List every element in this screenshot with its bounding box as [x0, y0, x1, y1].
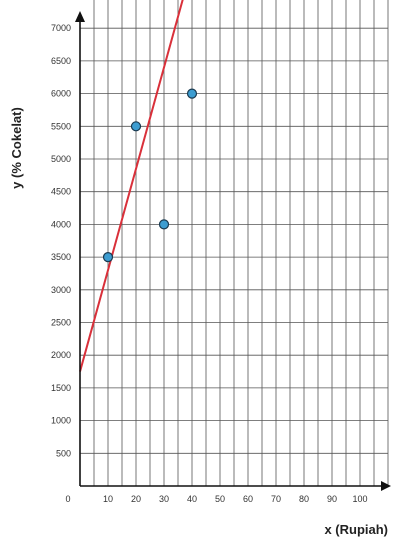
x-tick-label: 70 [271, 494, 281, 504]
y-tick-label: 2500 [51, 318, 71, 328]
y-tick-label: 1000 [51, 416, 71, 426]
data-point [102, 252, 114, 263]
x-tick-labels: 0 10 20 30 40 50 60 70 80 90 100 [65, 494, 367, 504]
y-tick-label: 3000 [51, 285, 71, 295]
y-tick-label: 7500 [51, 0, 71, 1]
axes [75, 11, 391, 491]
x-tick-label: 60 [243, 494, 253, 504]
x-tick-label: 0 [65, 494, 70, 504]
x-tick-label: 50 [215, 494, 225, 504]
y-tick-label: 3500 [51, 252, 71, 262]
data-points [102, 88, 198, 263]
x-axis-arrow [381, 481, 391, 491]
y-tick-label: 4500 [51, 187, 71, 197]
y-tick-label: 5000 [51, 154, 71, 164]
y-tick-label: 500 [56, 448, 71, 458]
y-tick-label: 7000 [51, 23, 71, 33]
x-tick-label: 30 [159, 494, 169, 504]
y-tick-label: 4000 [51, 219, 71, 229]
y-tick-label: 1500 [51, 383, 71, 393]
x-axis-label: x (Rupiah) [324, 522, 388, 537]
y-axis-label: y (% Cokelat) [9, 107, 24, 189]
data-point [130, 121, 142, 132]
x-tick-label: 80 [299, 494, 309, 504]
x-tick-label: 100 [352, 494, 367, 504]
data-point [186, 88, 198, 99]
grid [80, 0, 389, 486]
x-tick-label: 10 [103, 494, 113, 504]
x-tick-label: 40 [187, 494, 197, 504]
y-tick-label: 2000 [51, 350, 71, 360]
trend-line [79, 0, 184, 372]
y-tick-label: 6000 [51, 89, 71, 99]
y-tick-labels: 500 1000 1500 2000 2500 3000 3500 4000 4500 5000 5… [51, 0, 71, 458]
x-tick-label: 90 [327, 494, 337, 504]
y-tick-label: 5500 [51, 121, 71, 131]
y-axis-arrow [75, 11, 85, 22]
x-tick-label: 20 [131, 494, 141, 504]
y-tick-label: 6500 [51, 56, 71, 66]
data-point [158, 219, 170, 230]
trend-line-group [79, 0, 184, 372]
